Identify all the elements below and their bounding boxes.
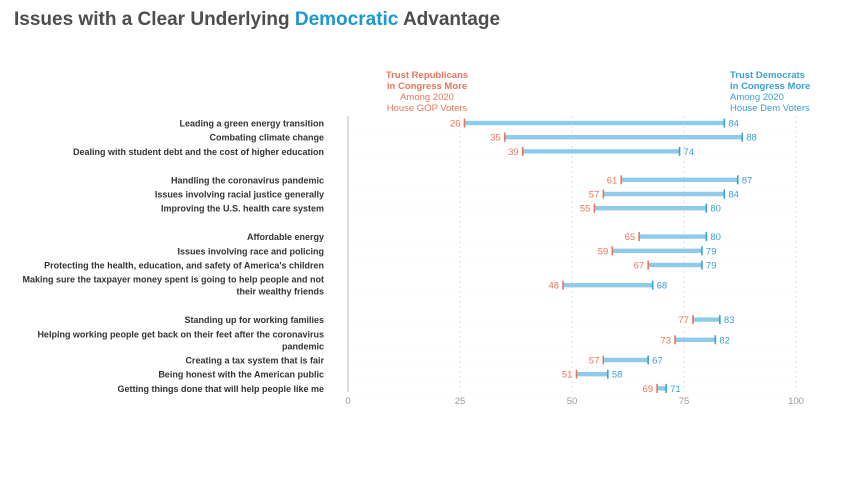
x-tick-label: 50: [567, 396, 578, 407]
republican-header-line2: in Congress More: [387, 81, 467, 92]
row-label: Creating a tax system that is fair: [185, 356, 324, 366]
chart-title: Issues with a Clear Underlying Democrati…: [14, 9, 500, 31]
republican-value-label: 69: [643, 384, 654, 395]
republican-header-line3: Among 2020: [400, 92, 454, 103]
chart-title-prefix: Issues with a Clear Underlying: [14, 9, 295, 30]
republican-header-line4: House GOP Voters: [387, 103, 468, 114]
x-tick-label: 0: [345, 396, 350, 407]
row-label: Issues involving racial justice generall…: [155, 190, 324, 200]
republican-value-label: 73: [660, 335, 671, 346]
row-label: Being honest with the American public: [158, 370, 324, 380]
republican-value-label: 65: [625, 232, 636, 243]
democrat-value-label: 79: [706, 261, 717, 272]
democrat-value-label: 87: [742, 175, 753, 186]
chart-title-suffix: Advantage: [398, 9, 501, 30]
democrat-value-label: 68: [657, 281, 668, 292]
x-tick-label: 75: [679, 396, 690, 407]
rows-layer: Leading a green energy transition 26 84 Com…: [22, 118, 757, 395]
row-label: Handling the coronavirus pandemic: [171, 175, 324, 185]
row-label: Helping working people get back on their…: [37, 329, 324, 339]
dumbbell-bar: [675, 337, 716, 342]
republican-value-label: 55: [580, 204, 591, 215]
dumbbell-bar: [603, 191, 725, 197]
republican-value-label: 61: [607, 175, 618, 186]
dumbbell-bar: [612, 248, 702, 253]
row-label: pandemic: [282, 341, 324, 351]
democrat-value-label: 74: [684, 147, 695, 158]
democrat-value-label: 80: [710, 232, 721, 243]
republican-value-label: 57: [589, 190, 600, 201]
republican-value-label: 59: [598, 246, 609, 257]
democrat-value-label: 67: [652, 356, 663, 367]
row-label: Standing up for working families: [184, 315, 324, 325]
dumbbell-bar: [576, 372, 608, 377]
dumbbell-bar: [603, 357, 649, 363]
dumbbell-bar: [657, 386, 667, 391]
legend-headers: Trust Republicans in Congress More Among…: [386, 70, 810, 114]
democrat-value-label: 84: [728, 190, 739, 201]
republican-value-label: 51: [562, 370, 573, 381]
dumbbell-bar: [692, 317, 720, 322]
grid-layer: [347, 116, 797, 396]
republican-value-label: 26: [450, 119, 461, 130]
row-label: Leading a green energy transition: [179, 119, 324, 129]
republican-value-label: 67: [634, 261, 645, 272]
x-axis-ticks: 0 25 50 75 100: [345, 396, 804, 407]
democrat-header-line4: House Dem Voters: [730, 103, 810, 114]
dumbbell-bar: [594, 206, 707, 211]
democrat-header-line3: Among 2020: [730, 92, 784, 103]
x-tick-label: 25: [455, 396, 466, 407]
democrat-header-line1: Trust Democrats: [730, 70, 805, 81]
republican-value-label: 57: [589, 356, 600, 367]
x-tick-label: 100: [788, 396, 804, 407]
row-label: Protecting the health, education, and sa…: [44, 261, 324, 271]
dumbbell-bar: [639, 234, 707, 239]
row-label: Improving the U.S. health care system: [161, 204, 324, 214]
row-label: Making sure the taxpayer money spent is …: [22, 275, 324, 285]
democrat-value-label: 84: [728, 119, 739, 130]
row-label: Getting things done that will help peopl…: [117, 384, 324, 394]
row-label: Combating climate change: [209, 133, 324, 143]
row-label: their wealthy friends: [236, 287, 324, 297]
republican-header-line1: Trust Republicans: [386, 70, 468, 81]
democrat-value-label: 83: [724, 315, 735, 326]
chart-title-accent: Democratic: [294, 9, 399, 30]
dumbbell-bar: [563, 283, 653, 288]
republican-value-label: 35: [490, 133, 501, 144]
democrat-value-label: 58: [612, 370, 623, 381]
republican-value-label: 48: [548, 281, 559, 292]
democrat-value-label: 80: [710, 204, 721, 215]
dumbbell-bar: [504, 135, 743, 140]
row-label: Affordable energy: [247, 232, 324, 242]
democrat-value-label: 79: [706, 246, 717, 257]
republican-value-label: 39: [508, 147, 519, 158]
democrat-value-label: 88: [746, 133, 757, 144]
row-label: Issues involving race and policing: [177, 246, 324, 256]
dumbbell-bar: [621, 177, 738, 182]
dumbbell-bar: [648, 262, 702, 268]
democrat-value-label: 82: [719, 335, 730, 346]
row-label: Dealing with student debt and the cost o…: [73, 147, 324, 157]
democrat-header-line2: in Congress More: [730, 81, 810, 92]
dumbbell-bar: [522, 149, 680, 154]
republican-value-label: 77: [678, 315, 689, 326]
democrat-value-label: 71: [670, 384, 681, 395]
dumbbell-bar: [464, 120, 725, 126]
